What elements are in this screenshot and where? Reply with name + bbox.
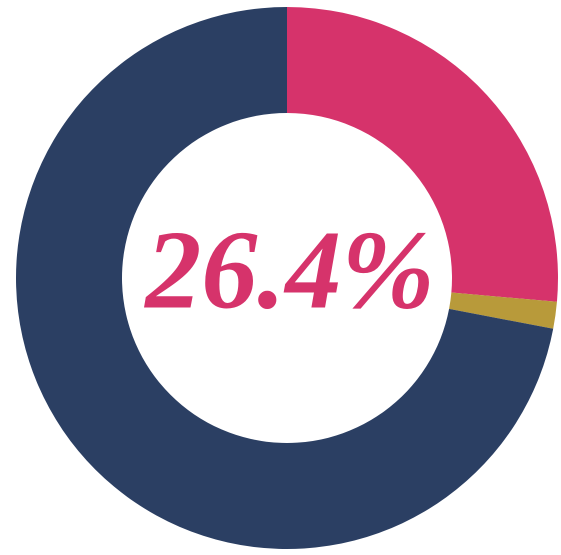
donut [16,7,558,550]
donut-segment [287,7,558,302]
center-label: 26.4% [143,209,434,333]
donut-segment [449,292,557,329]
donut-segment [16,7,554,550]
